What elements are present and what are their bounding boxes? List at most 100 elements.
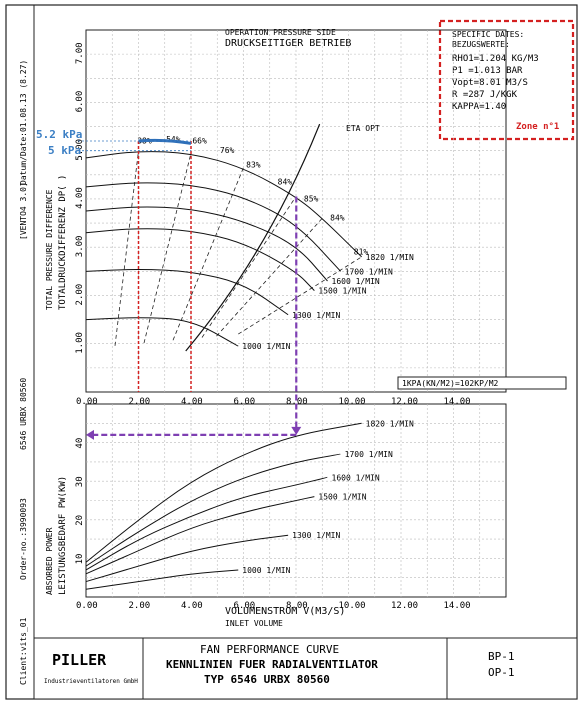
pressure-xtick-0: 0.00	[76, 397, 98, 407]
efficiency-label-8: 81%	[354, 247, 369, 256]
pressure-curve-label-4: 1300 1/MIN	[292, 311, 340, 320]
power-series	[85, 422, 362, 590]
power-curve-3	[85, 496, 315, 575]
pressure-curve-label-0: 1820 1/MIN	[366, 253, 414, 262]
pressure-ticks: 0.00 2.00 4.00 6.00 8.00 10.00 12.00 14.00 1.00 2…	[75, 42, 471, 407]
power-curve-label-4: 1300 1/MIN	[292, 531, 340, 540]
efficiency-line-4	[201, 196, 297, 338]
pressure-xtick-2: 4.00	[181, 397, 203, 407]
pressure-curve-0	[85, 151, 362, 258]
power-xtick-1: 2.00	[129, 601, 151, 611]
power-ytick-3: 40	[75, 438, 85, 449]
pressure-ytick-2: 3.00	[75, 236, 85, 258]
power-ylabel-2: LEISTUNGSBEDARF PW(KW)	[58, 476, 68, 595]
specific-title2: BEZUGSWERTE:	[452, 40, 510, 49]
efficiency-label-5: 84%	[278, 177, 293, 186]
pressure-ytick-5: 6.00	[75, 91, 85, 113]
title-op: OP-1	[488, 666, 515, 679]
unit-note-box	[397, 376, 567, 390]
title-line-2: KENNLINIEN FUER RADIALVENTILATOR	[166, 658, 378, 671]
side-urbx: 6546 URBX 80560	[19, 378, 28, 450]
kpa52-label: 5.2 kPa	[36, 128, 82, 141]
header-line1: OPERATION PRESSURE SIDE	[225, 28, 336, 37]
unit-note: 1KPA(KN/M2)=102KP/M2	[402, 379, 499, 388]
pressure-xtick-4: 8.00	[286, 397, 308, 407]
pressure-curve-label-1: 1700 1/MIN	[345, 267, 393, 276]
eta-opt-line	[185, 123, 321, 352]
power-curve-4	[85, 534, 289, 583]
title-bp: BP-1	[488, 650, 515, 663]
specific-line-2: Vopt=8.01 M3/S	[452, 78, 528, 88]
pressure-ytick-0: 1.00	[75, 332, 85, 354]
power-xtick-5: 10.00	[339, 601, 366, 611]
specific-line-4: KAPPA=1.40	[452, 102, 506, 112]
side-date: Datum/Date:01.08.13 (8.27)	[19, 60, 28, 185]
power-curve-label-3: 1500 1/MIN	[318, 493, 366, 502]
pressure-ytick-3: 4.00	[75, 187, 85, 209]
power-curve-5	[85, 569, 239, 590]
eta-opt-label: ETA OPT	[346, 124, 380, 133]
pressure-ytick-1: 2.00	[75, 284, 85, 306]
efficiency-line-3	[172, 167, 244, 341]
pressure-ylabel-1: TOTAL PRESSURE DIFFERENCE	[45, 189, 54, 310]
side-client: Client:vits_01	[19, 617, 28, 685]
power-curve-0	[85, 422, 362, 563]
pressure-xtick-6: 12.00	[391, 397, 418, 407]
efficiency-label-7: 84%	[330, 214, 345, 223]
specific-line-3: R =287 J/KGK	[452, 90, 518, 100]
zone-label: Zone n°1	[516, 122, 559, 132]
pressure-xtick-1: 2.00	[129, 397, 151, 407]
power-xtick-4: 8.00	[286, 601, 308, 611]
efficiency-label-1: 54%	[166, 135, 181, 144]
pressure-ytick-6: 7.00	[75, 42, 85, 64]
side-order: Order-no.:3990093	[19, 498, 28, 580]
efficiency-line-5	[216, 217, 323, 337]
power-xtick-7: 14.00	[444, 601, 471, 611]
power-curve-2	[85, 476, 328, 571]
power-xlabel-2: INLET VOLUME	[225, 619, 283, 628]
power-curve-label-1: 1700 1/MIN	[345, 450, 393, 459]
pressure-curve-label-3: 1500 1/MIN	[318, 287, 366, 296]
pressure-ytick-4: 5.00	[75, 139, 85, 161]
power-curve-label-5: 1000 1/MIN	[242, 566, 290, 575]
efficiency-label-4: 83%	[246, 161, 261, 170]
power-xtick-3: 6.00	[234, 601, 256, 611]
efficiency-line-6	[238, 256, 362, 335]
power-curve-1	[85, 453, 341, 567]
pressure-xtick-3: 6.00	[234, 397, 256, 407]
specific-line-1: P1 =1.013 BAR	[452, 66, 523, 76]
title-line-3: TYP 6546 URBX 80560	[204, 673, 330, 686]
pressure-curve-1	[85, 182, 342, 272]
power-ticks: 0.00 2.00 4.00 6.00 8.00 10.00 12.00 14.00 10 20 3…	[75, 438, 471, 611]
purple-arrow-left	[86, 429, 94, 440]
pressure-curve-label-2: 1600 1/MIN	[332, 277, 380, 286]
kpa5-label: 5 kPa	[48, 144, 81, 157]
specific-line-0: RHO1=1.204 KG/M3	[452, 54, 539, 64]
title-block-frame	[33, 637, 578, 700]
power-xtick-0: 0.00	[76, 601, 98, 611]
efficiency-label-3: 76%	[220, 146, 235, 155]
pressure-curve-3	[85, 228, 315, 291]
power-curve-label-2: 1600 1/MIN	[332, 473, 380, 482]
title-block: PILLER Industrieventilatoren GmbH FAN PE…	[33, 637, 578, 700]
power-ytick-2: 30	[75, 476, 85, 487]
power-xtick-2: 4.00	[181, 601, 203, 611]
pressure-curve-label-5: 1000 1/MIN	[242, 342, 290, 351]
pressure-curve-2	[85, 206, 328, 282]
purple-arrow-down	[291, 426, 302, 435]
pressure-curve-5	[85, 317, 239, 347]
pressure-ylabel-2: TOTALDRUCKDIFFERENZ DP( )	[58, 175, 68, 310]
power-xtick-6: 12.00	[391, 601, 418, 611]
efficiency-label-6: 85%	[304, 194, 319, 203]
power-xlabel: VOLUMENSTROM V(M3/S)	[225, 606, 345, 617]
header-line2: DRUCKSEITIGER BETRIEB	[225, 38, 351, 49]
power-series-labels: 1820 1/MIN 1700 1/MIN 1600 1/MIN 1500 1/MIN…	[242, 419, 414, 575]
side-vento: [VENTO4 3.0]	[19, 182, 28, 240]
efficiency-label-2: 66%	[192, 136, 207, 145]
power-curve-label-0: 1820 1/MIN	[366, 419, 414, 428]
power-ytick-1: 20	[75, 515, 85, 526]
title-line-1: FAN PERFORMANCE CURVE	[200, 643, 339, 656]
